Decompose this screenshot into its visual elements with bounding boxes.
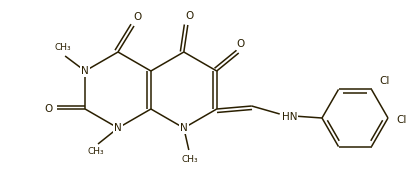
Text: CH₃: CH₃ xyxy=(55,43,71,53)
Text: O: O xyxy=(237,39,245,49)
Text: Cl: Cl xyxy=(396,115,406,125)
Text: O: O xyxy=(44,104,52,114)
Text: N: N xyxy=(180,123,188,133)
Text: CH₃: CH₃ xyxy=(181,154,198,163)
Text: N: N xyxy=(81,66,89,76)
Text: CH₃: CH₃ xyxy=(88,147,104,156)
Text: HN: HN xyxy=(282,112,297,122)
Text: O: O xyxy=(133,12,141,22)
Text: Cl: Cl xyxy=(380,76,390,86)
Text: N: N xyxy=(114,123,122,133)
Text: O: O xyxy=(186,11,194,21)
